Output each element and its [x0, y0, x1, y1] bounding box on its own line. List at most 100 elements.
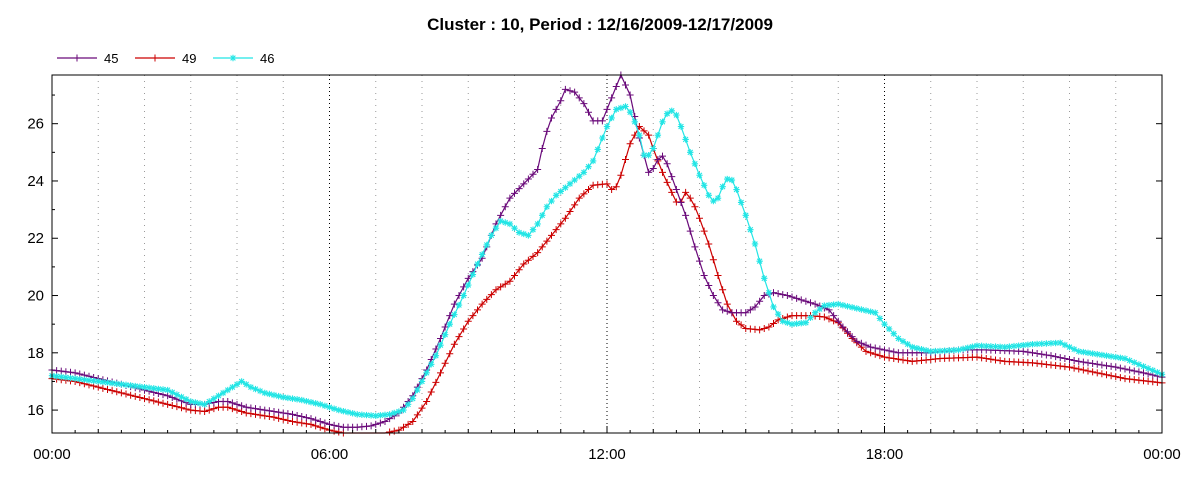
- data-point-45: [557, 97, 565, 105]
- data-point-46: [691, 160, 699, 167]
- data-point-46: [1098, 351, 1106, 359]
- y-tick-label: 24: [27, 173, 44, 190]
- legend-entry-49: 49: [135, 51, 196, 66]
- data-point-46: [340, 407, 347, 415]
- data-point-46: [978, 342, 985, 350]
- data-point-45: [811, 300, 819, 308]
- data-point-45: [293, 411, 301, 419]
- legend-entry-46: 46: [213, 51, 274, 66]
- data-point-45: [367, 422, 375, 430]
- data-point-49: [1042, 360, 1050, 368]
- data-point-45: [691, 243, 699, 251]
- legend-label: 49: [182, 51, 196, 66]
- data-point-46: [428, 361, 435, 368]
- data-point-46: [895, 335, 902, 342]
- data-point-45: [742, 309, 750, 317]
- data-point-46: [210, 395, 218, 402]
- data-point-49: [210, 405, 218, 413]
- data-point-46: [617, 104, 625, 112]
- data-point-49: [524, 256, 532, 264]
- data-point-45: [719, 306, 727, 314]
- data-point-46: [354, 411, 361, 418]
- data-point-46: [159, 386, 167, 393]
- data-point-45: [1135, 368, 1143, 376]
- data-point-46: [816, 305, 823, 313]
- data-point-49: [1093, 369, 1101, 377]
- y-tick-label: 20: [27, 288, 44, 305]
- data-point-49: [612, 183, 620, 191]
- data-point-49: [474, 306, 481, 314]
- data-point-46: [372, 412, 379, 420]
- data-point-46: [594, 146, 601, 153]
- data-point-46: [1080, 348, 1087, 356]
- data-point-49: [566, 208, 574, 216]
- data-point-45: [330, 421, 338, 429]
- data-point-46: [164, 386, 171, 394]
- data-point-46: [973, 342, 981, 349]
- data-point-49: [1149, 378, 1157, 386]
- data-point-45: [774, 290, 782, 298]
- data-point-45: [1112, 363, 1120, 371]
- data-point-46: [742, 212, 749, 219]
- data-point-45: [1024, 348, 1032, 356]
- data-point-45: [876, 345, 884, 353]
- y-tick-label: 22: [27, 230, 44, 247]
- data-point-49: [709, 256, 717, 264]
- data-point-45: [857, 339, 865, 347]
- data-point-49: [876, 352, 884, 360]
- data-point-46: [714, 194, 722, 202]
- data-point-49: [996, 357, 1004, 365]
- data-point-49: [552, 226, 560, 234]
- data-point-46: [81, 376, 88, 383]
- data-point-45: [1093, 360, 1101, 368]
- data-point-46: [224, 386, 231, 394]
- data-point-46: [441, 331, 449, 338]
- data-point-46: [1117, 354, 1124, 362]
- data-point-45: [298, 413, 306, 421]
- data-point-46: [987, 343, 995, 350]
- data-point-49: [543, 237, 551, 245]
- data-point-45: [511, 189, 518, 197]
- data-point-46: [668, 107, 675, 114]
- data-point-46: [529, 226, 537, 233]
- data-point-46: [1010, 342, 1018, 350]
- data-point-45: [751, 303, 759, 311]
- data-point-46: [798, 320, 805, 327]
- data-point-46: [705, 192, 712, 199]
- data-point-49: [1130, 376, 1138, 384]
- data-point-46: [349, 410, 356, 417]
- data-point-45: [302, 414, 310, 422]
- data-point-46: [737, 199, 745, 206]
- data-point-45: [53, 367, 61, 375]
- data-point-45: [1130, 367, 1138, 375]
- data-point-45: [524, 175, 532, 183]
- data-point-45: [871, 344, 879, 352]
- data-point-46: [409, 395, 416, 402]
- data-point-49: [409, 418, 417, 426]
- data-point-46: [913, 344, 921, 352]
- data-point-46: [756, 257, 763, 265]
- legend-label: 46: [260, 51, 274, 66]
- data-point-49: [691, 203, 699, 211]
- data-point-49: [885, 354, 893, 362]
- data-point-46: [1020, 341, 1027, 349]
- data-point-46: [552, 192, 560, 199]
- data-point-46: [576, 172, 583, 180]
- data-point-45: [376, 419, 384, 427]
- data-point-49: [154, 398, 162, 406]
- data-point-46: [1154, 369, 1161, 376]
- data-point-49: [298, 419, 306, 427]
- data-point-45: [783, 292, 791, 300]
- data-point-46: [1089, 350, 1096, 357]
- data-point-49: [113, 388, 121, 396]
- data-point-45: [890, 348, 898, 356]
- data-point-49: [99, 384, 107, 392]
- data-point-46: [187, 398, 194, 405]
- data-point-49: [478, 300, 486, 308]
- data-point-46: [307, 399, 315, 406]
- data-point-46: [201, 401, 208, 408]
- data-point-45: [844, 328, 851, 336]
- data-point-45: [1070, 356, 1078, 364]
- data-point-45: [1089, 360, 1097, 368]
- data-point-46: [381, 411, 389, 419]
